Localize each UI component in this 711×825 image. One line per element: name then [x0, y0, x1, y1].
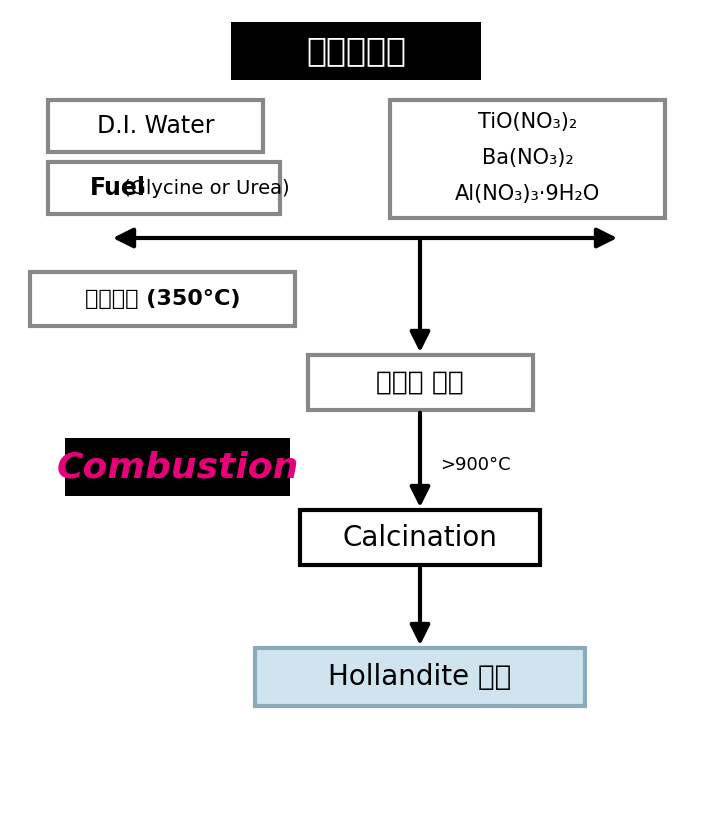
Text: Fuel: Fuel — [90, 176, 146, 200]
FancyBboxPatch shape — [390, 100, 665, 218]
Text: Ba(NO₃)₂: Ba(NO₃)₂ — [481, 148, 574, 168]
FancyBboxPatch shape — [307, 355, 533, 410]
Text: 가열교반 (350°C): 가열교반 (350°C) — [85, 289, 240, 309]
FancyBboxPatch shape — [255, 648, 585, 706]
FancyBboxPatch shape — [30, 272, 295, 326]
Text: TiO(NO₃)₂: TiO(NO₃)₂ — [478, 112, 577, 132]
Text: >900°C: >900°C — [440, 456, 510, 474]
Text: 연소합성법: 연소합성법 — [306, 35, 406, 68]
Text: Al(NO₃)₃·9H₂O: Al(NO₃)₃·9H₂O — [455, 184, 600, 204]
FancyBboxPatch shape — [231, 22, 481, 80]
FancyBboxPatch shape — [48, 162, 280, 214]
Text: Combustion: Combustion — [56, 450, 299, 484]
FancyBboxPatch shape — [65, 438, 290, 496]
FancyBboxPatch shape — [300, 510, 540, 565]
Text: Calcination: Calcination — [343, 524, 498, 551]
FancyBboxPatch shape — [48, 100, 263, 152]
Text: D.I. Water: D.I. Water — [97, 114, 214, 138]
Text: 전구체 용액: 전구체 용액 — [376, 370, 464, 395]
Text: (Glycine or Urea): (Glycine or Urea) — [117, 178, 289, 197]
Text: Hollandite 분말: Hollandite 분말 — [328, 663, 512, 691]
